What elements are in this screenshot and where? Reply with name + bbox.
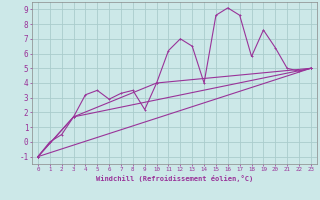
- X-axis label: Windchill (Refroidissement éolien,°C): Windchill (Refroidissement éolien,°C): [96, 175, 253, 182]
